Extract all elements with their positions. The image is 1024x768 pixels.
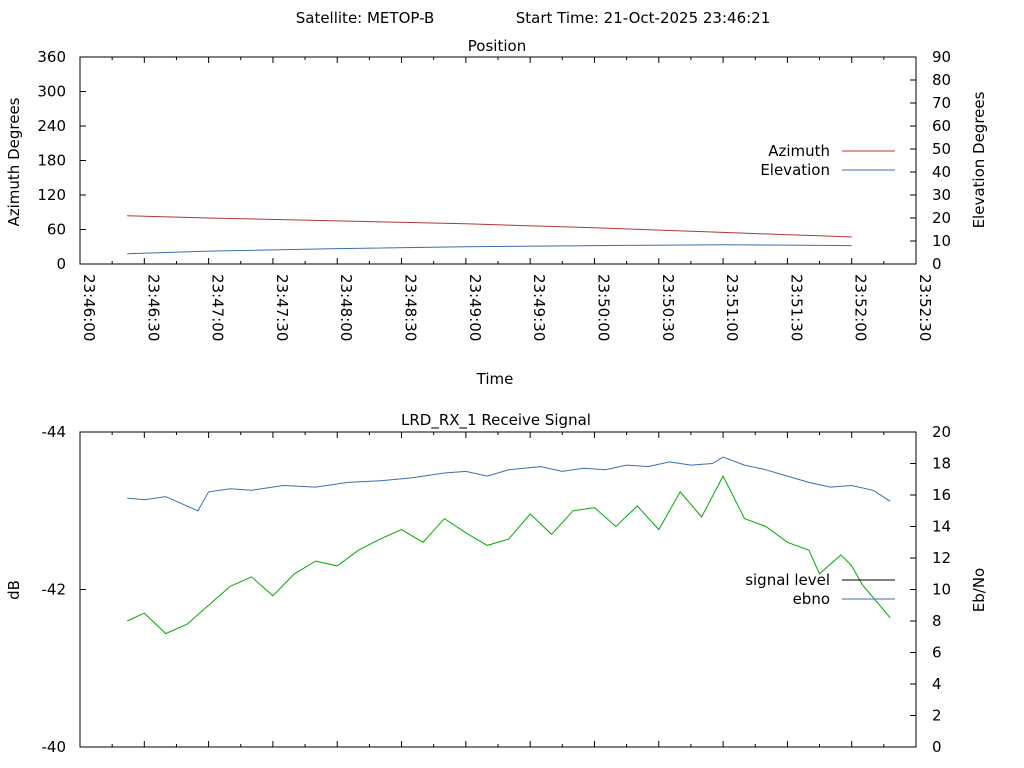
y-tick-label: -42 [42, 581, 67, 599]
legend-label-signal-level: signal level [745, 571, 830, 589]
receive-signal-title: LRD_RX_1 Receive Signal [401, 411, 591, 430]
y-tick-label: 240 [37, 117, 66, 135]
x-tick-label: 23:52:00 [852, 274, 870, 341]
y2-tick-label: 40 [932, 163, 951, 181]
y-tick-label: -40 [42, 738, 67, 756]
x-tick-label: 23:46:30 [144, 274, 162, 341]
receive-signal-y-ticks: -40 -42 -44 [42, 423, 86, 756]
x-tick-label: 23:49:30 [530, 274, 548, 341]
position-title: Position [468, 37, 526, 55]
position-y-ticks: 0 60 120 180 240 300 360 [37, 48, 86, 273]
position-x-ticks: 23:46:00 23:46:30 23:47:00 23:47:30 23:48:00… [79, 57, 934, 341]
legend-label-ebno: ebno [793, 590, 830, 608]
y-tick-label: -44 [42, 423, 67, 441]
y2-tick-label: 10 [932, 581, 951, 599]
position-legend: Azimuth Elevation [760, 142, 895, 179]
x-tick-label: 23:47:30 [273, 274, 291, 341]
x-tick-label: 23:48:30 [402, 274, 420, 341]
series-line-elevation [127, 244, 852, 255]
y-tick-label: 0 [56, 255, 66, 273]
y2-tick-label: 60 [932, 117, 951, 135]
y-tick-label: 180 [37, 152, 66, 170]
x-tick-label: 23:51:30 [787, 274, 805, 341]
y-tick-label: 300 [37, 83, 66, 101]
y2-tick-label: 20 [932, 209, 951, 227]
x-tick-label: 23:51:00 [723, 274, 741, 341]
x-tick-label: 23:50:00 [594, 274, 612, 341]
y2-tick-label: 14 [932, 518, 951, 536]
y2-tick-label: 50 [932, 140, 951, 158]
position-series [127, 215, 852, 255]
position-xlabel: Time [476, 370, 514, 388]
receive-signal-plot-frame [79, 431, 917, 748]
x-tick-label: 23:48:00 [337, 274, 355, 341]
y-tick-label: 360 [37, 48, 66, 66]
y2-tick-label: 12 [932, 549, 951, 567]
receive-signal-chart: LRD_RX_1 Receive Signal -40 -42 -44 0 2 4 6 8 1… [5, 411, 988, 756]
y2-tick-label: 16 [932, 486, 951, 504]
x-tick-label: 23:46:00 [80, 274, 98, 341]
y-tick-label: 60 [47, 221, 66, 239]
x-tick-label: 23:49:00 [466, 274, 484, 341]
satellite-label: Satellite: METOP-B [296, 9, 435, 27]
receive-signal-ylabel: dB [5, 580, 23, 600]
y2-tick-label: 90 [932, 48, 951, 66]
start-time-label: Start Time: 21-Oct-2025 23:46:21 [516, 9, 771, 27]
position-chart: Position 23:46:00 23:46:30 23:47:00 23:47:3… [5, 37, 988, 388]
x-tick-label: 23:47:00 [209, 274, 227, 341]
series-line-ebno [127, 456, 891, 512]
series-line-azimuth [127, 215, 852, 238]
legend-label-elevation: Elevation [760, 161, 830, 179]
y2-tick-label: 30 [932, 186, 951, 204]
y-tick-label: 120 [37, 186, 66, 204]
y2-tick-label: 2 [932, 707, 942, 725]
receive-signal-y2-ticks: 0 2 4 6 8 10 12 14 16 18 20 [910, 423, 951, 756]
receive-signal-y2label: Eb/No [970, 568, 988, 612]
position-y2label: Elevation Degrees [970, 91, 988, 228]
y2-tick-label: 18 [932, 455, 951, 473]
y2-tick-label: 8 [932, 612, 942, 630]
y2-tick-label: 0 [932, 738, 942, 756]
y2-tick-label: 0 [932, 255, 942, 273]
y2-tick-label: 70 [932, 94, 951, 112]
receive-signal-legend: signal level ebno [745, 571, 895, 608]
x-tick-label: 23:52:30 [916, 274, 934, 341]
x-tick-label: 23:50:30 [659, 274, 677, 341]
y2-tick-label: 4 [932, 675, 942, 693]
y2-tick-label: 6 [932, 644, 942, 662]
y2-tick-label: 10 [932, 232, 951, 250]
position-y2-ticks: 0 10 20 30 40 50 60 70 80 90 [910, 48, 951, 273]
receive-signal-x-ticks [79, 432, 917, 747]
y2-tick-label: 80 [932, 71, 951, 89]
position-ylabel: Azimuth Degrees [5, 97, 23, 226]
y2-tick-label: 20 [932, 423, 951, 441]
series-line-green [126, 475, 891, 635]
receive-signal-series [126, 456, 891, 635]
legend-label-azimuth: Azimuth [768, 142, 830, 160]
